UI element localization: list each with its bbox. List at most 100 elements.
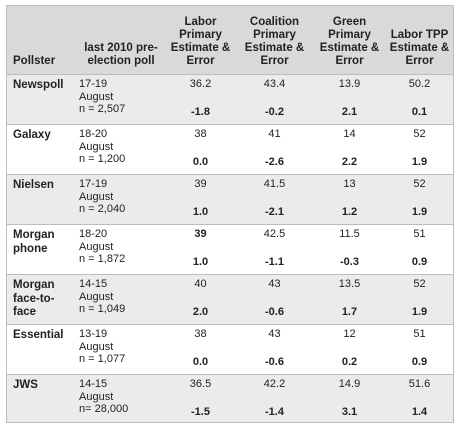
tpp-error: 1.9 [411, 206, 428, 218]
coalition-cell: 42.5 -1.1 [236, 224, 313, 275]
green-cell: 12 0.2 [313, 324, 386, 375]
labor-estimate: 38 [194, 328, 207, 340]
poll-dates-cell: 14-15 August n= 28,000 [77, 374, 165, 422]
header-pollster: Pollster [7, 6, 77, 75]
coalition-cell: 43 -0.6 [236, 324, 313, 375]
poll-date: August [79, 290, 114, 303]
poll-date: August [79, 240, 114, 253]
poll-dates-cell: 14-15 August n = 1,049 [77, 274, 165, 325]
header-coalition-primary: Coalition Primary Estimate & Error [236, 6, 313, 75]
poll-date: 17-19 [79, 178, 108, 190]
green-error: -0.3 [340, 256, 359, 268]
table-row: Morgan face-to-face 14-15 August n = 1,049 4… [7, 274, 453, 325]
labor-estimate: 40 [194, 278, 207, 290]
sample-size: n = 1,200 [79, 153, 126, 166]
pollster-name: Newspoll [7, 74, 77, 125]
tpp-estimate: 51.6 [408, 378, 431, 390]
coalition-cell: 43 -0.6 [236, 274, 313, 325]
tpp-cell: 51 0.9 [386, 324, 453, 375]
poll-dates-cell: 17-19 August n = 2,040 [77, 174, 165, 225]
tpp-estimate: 51 [413, 328, 426, 340]
poll-date: 14-15 [79, 378, 108, 390]
tpp-estimate: 52 [413, 128, 426, 140]
green-cell: 11.5 -0.3 [313, 224, 386, 275]
coalition-error: -2.1 [265, 206, 284, 218]
labor-error: -1.5 [191, 406, 210, 418]
poll-date: 17-19 [79, 78, 108, 90]
poll-date: August [79, 90, 114, 103]
labor-cell: 40 2.0 [165, 274, 236, 325]
labor-estimate: 39 [194, 178, 207, 190]
coalition-estimate: 41.5 [263, 178, 286, 190]
table-row: Essential 13-19 August n = 1,077 38 0.0 43 -0.6… [7, 324, 453, 375]
labor-estimate: 39 [194, 228, 207, 240]
green-error: 3.1 [341, 406, 358, 418]
green-cell: 14 2.2 [313, 124, 386, 175]
tpp-cell: 52 1.9 [386, 174, 453, 225]
labor-error: 0.0 [192, 356, 209, 368]
poll-dates-cell: 18-20 August n = 1,872 [77, 224, 165, 275]
tpp-estimate: 50.2 [408, 78, 431, 90]
poll-dates-cell: 17-19 August n = 2,507 [77, 74, 165, 125]
labor-error: 1.0 [192, 206, 209, 218]
header-labor-tpp: Labor TPP Estimate & Error [386, 6, 453, 75]
labor-error: -1.8 [191, 106, 210, 118]
header-green-primary: Green Primary Estimate & Error [313, 6, 386, 75]
green-cell: 13 1.2 [313, 174, 386, 225]
tpp-cell: 52 1.9 [386, 274, 453, 325]
sample-size: n = 1,872 [79, 253, 126, 266]
labor-cell: 36.5 -1.5 [165, 374, 236, 422]
green-estimate: 13 [343, 178, 356, 190]
tpp-error: 1.9 [411, 306, 428, 318]
coalition-estimate: 43.4 [263, 78, 286, 90]
poll-date: August [79, 140, 114, 153]
labor-cell: 39 1.0 [165, 224, 236, 275]
coalition-error: -1.1 [265, 256, 284, 268]
table-row: Nielsen 17-19 August n = 2,040 39 1.0 41.5 -2.1… [7, 174, 453, 225]
pollster-name: Nielsen [7, 174, 77, 225]
labor-error: 0.0 [192, 156, 209, 168]
green-estimate: 14 [343, 128, 356, 140]
sample-size: n = 2,040 [79, 203, 126, 216]
green-estimate: 11.5 [339, 228, 360, 240]
coalition-cell: 41 -2.6 [236, 124, 313, 175]
green-error: 1.7 [341, 306, 358, 318]
green-cell: 13.9 2.1 [313, 74, 386, 125]
pollster-name: Galaxy [7, 124, 77, 175]
pollster-name: Morgan face-to-face [7, 274, 77, 325]
tpp-error: 1.9 [411, 156, 428, 168]
tpp-estimate: 52 [413, 178, 426, 190]
coalition-estimate: 43 [268, 278, 281, 290]
labor-cell: 38 0.0 [165, 124, 236, 175]
table-row: JWS 14-15 August n= 28,000 36.5 -1.5 42.2 -1.4 1… [7, 374, 453, 422]
tpp-cell: 52 1.9 [386, 124, 453, 175]
coalition-error: -1.4 [265, 406, 284, 418]
green-estimate: 14.9 [338, 378, 361, 390]
coalition-cell: 42.2 -1.4 [236, 374, 313, 422]
labor-estimate: 36.2 [189, 78, 212, 90]
tpp-cell: 51 0.9 [386, 224, 453, 275]
coalition-estimate: 41 [268, 128, 281, 140]
green-estimate: 13.9 [338, 78, 361, 90]
poll-dates-cell: 18-20 August n = 1,200 [77, 124, 165, 175]
green-cell: 13.5 1.7 [313, 274, 386, 325]
sample-size: n= 28,000 [79, 403, 129, 416]
poll-date: 18-20 [79, 228, 108, 240]
green-estimate: 13.5 [338, 278, 361, 290]
tpp-estimate: 51 [413, 228, 426, 240]
table-row: Newspoll 17-19 August n = 2,507 36.2 -1.8 43.4… [7, 74, 453, 125]
coalition-error: -0.2 [265, 106, 284, 118]
poll-table-frame: Pollster last 2010 pre-election poll Lab… [6, 5, 454, 423]
tpp-error: 1.4 [411, 406, 428, 418]
table-row: Morgan phone 18-20 August n = 1,872 39 1.0 42.… [7, 224, 453, 275]
labor-cell: 39 1.0 [165, 174, 236, 225]
sample-size: n = 1,077 [79, 353, 126, 366]
green-error: 2.1 [341, 106, 358, 118]
poll-date: 13-19 [79, 328, 108, 340]
labor-estimate: 38 [194, 128, 207, 140]
coalition-error: -0.6 [265, 356, 284, 368]
green-error: 0.2 [341, 356, 358, 368]
coalition-estimate: 43 [268, 328, 281, 340]
labor-estimate: 36.5 [189, 378, 212, 390]
coalition-cell: 43.4 -0.2 [236, 74, 313, 125]
